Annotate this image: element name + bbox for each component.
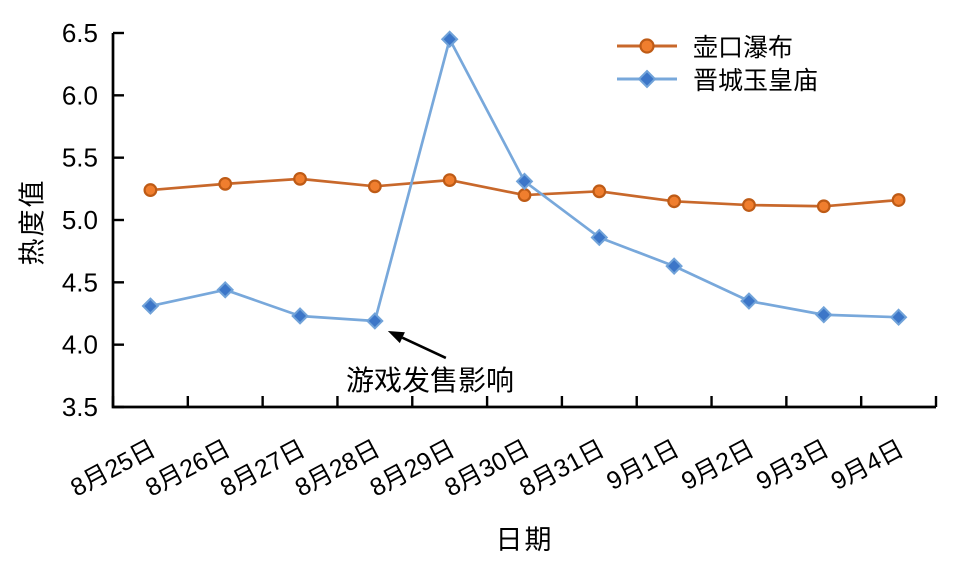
y-tick-label: 5.0	[62, 205, 98, 235]
data-point-circle	[293, 171, 307, 186]
data-point-diamond	[515, 172, 534, 191]
data-point-diamond	[590, 228, 609, 247]
data-point-circle	[816, 199, 831, 214]
x-axis-title: 日期	[495, 525, 554, 555]
x-tick-label: 8月25日	[66, 435, 160, 503]
annotation-arrowhead	[387, 330, 405, 344]
data-point-circle	[442, 173, 457, 188]
data-point-circle	[891, 193, 906, 207]
annotation-game-release-label: 游戏发售影响	[346, 365, 515, 396]
x-tick-label: 9月2日	[677, 435, 759, 496]
y-tick-label: 6.5	[62, 18, 98, 48]
x-tick-label: 9月4日	[827, 435, 909, 496]
data-point-circle	[143, 183, 158, 197]
x-tick-label: 8月30日	[440, 435, 534, 503]
data-point-diamond	[440, 30, 459, 49]
x-tick-label: 8月29日	[365, 435, 459, 503]
legend: 壶口瀑布 晋城玉皇庙	[616, 29, 818, 95]
x-tick-label: 9月3日	[752, 435, 834, 496]
data-point-diamond	[665, 257, 683, 275]
legend-line-diamond-icon	[617, 69, 677, 88]
data-point-diamond	[814, 305, 833, 324]
data-point-diamond	[889, 308, 908, 327]
data-point-diamond	[141, 297, 160, 315]
data-point-diamond	[291, 307, 309, 325]
legend-item-jincheng-temple: 晋城玉皇庙	[616, 62, 818, 95]
x-tick-label: 8月31日	[515, 435, 609, 503]
y-tick-label: 4.0	[62, 330, 98, 360]
y-tick-label: 5.5	[62, 143, 98, 173]
data-point-circle	[367, 179, 382, 194]
x-tick-label: 9月1日	[602, 435, 684, 496]
data-point-diamond	[216, 280, 235, 299]
y-tick-label: 4.5	[62, 267, 98, 297]
x-tick-label: 8月27日	[216, 435, 310, 503]
data-point-circle	[667, 194, 682, 209]
legend-label-hukou-waterfall: 壶口瀑布	[693, 33, 794, 62]
annotation-arrow-line	[401, 336, 447, 360]
x-tick-label: 8月28日	[291, 435, 385, 503]
data-point-diamond	[366, 312, 384, 330]
y-axis-title: 热度值	[17, 178, 48, 266]
x-tick-label: 8月26日	[141, 435, 235, 503]
legend-line-circle-icon	[617, 37, 677, 54]
legend-item-hukou-waterfall: 壶口瀑布	[616, 29, 818, 62]
data-point-circle	[517, 188, 532, 202]
data-point-diamond	[740, 292, 758, 310]
data-point-circle	[742, 198, 756, 212]
data-point-circle	[218, 176, 233, 191]
legend-label-jincheng-temple: 晋城玉皇庙	[693, 66, 819, 95]
data-point-circle	[592, 184, 607, 199]
y-tick-label: 3.5	[62, 392, 98, 422]
y-tick-label: 6.0	[62, 80, 98, 110]
